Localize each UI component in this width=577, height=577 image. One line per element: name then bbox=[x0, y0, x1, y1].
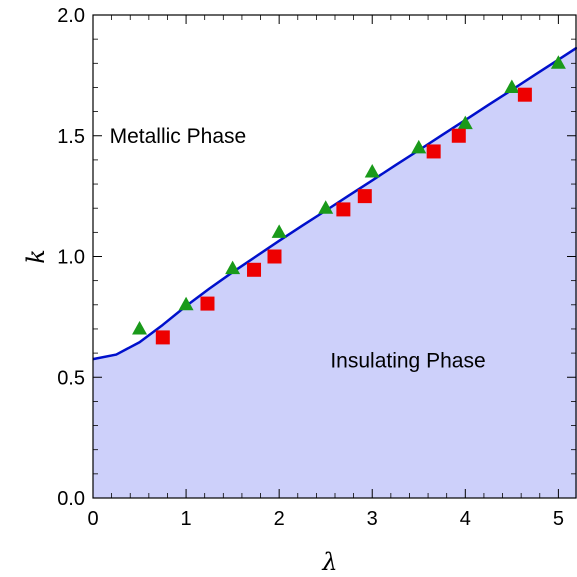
metallic-phase-label: Metallic Phase bbox=[110, 125, 247, 148]
y-tick-label: 1.0 bbox=[57, 247, 85, 269]
x-tick-label: 2 bbox=[274, 508, 285, 530]
insulating-phase-label: Insulating Phase bbox=[330, 349, 485, 372]
triangle-marker bbox=[364, 163, 380, 178]
square-marker bbox=[336, 202, 351, 217]
triangle-marker bbox=[411, 139, 427, 154]
triangle-marker bbox=[457, 115, 473, 130]
axes: 0 1 2 3 4 5 0.0 0.5 1.0 1.5 2.0 bbox=[57, 5, 577, 530]
y-axis-title: k bbox=[22, 249, 50, 264]
x-tick-label: 4 bbox=[460, 508, 471, 530]
square-marker bbox=[517, 87, 532, 102]
y-tick-label: 0.0 bbox=[57, 488, 85, 510]
triangle-marker bbox=[178, 296, 194, 311]
x-tick-label: 5 bbox=[553, 508, 564, 530]
x-axis-title: λ bbox=[321, 548, 337, 576]
triangle-marker bbox=[504, 79, 520, 93]
x-tick-label: 1 bbox=[181, 508, 192, 530]
square-marker bbox=[451, 128, 466, 143]
triangle-marker bbox=[550, 55, 566, 69]
square-marker bbox=[247, 262, 262, 277]
y-tick-label: 0.5 bbox=[57, 367, 85, 389]
y-tick-label: 1.5 bbox=[57, 126, 85, 148]
square-marker bbox=[267, 249, 282, 264]
triangle-marker bbox=[132, 320, 148, 335]
triangle-marker bbox=[271, 224, 287, 238]
insulating-region-fill bbox=[93, 47, 577, 498]
square-marker bbox=[155, 330, 170, 345]
y-tick-label: 2.0 bbox=[57, 5, 85, 27]
triangle-marker bbox=[225, 260, 241, 275]
x-tick-label: 0 bbox=[87, 508, 98, 530]
text-layer: λ k Metallic Phase Insulating Phase bbox=[22, 125, 486, 576]
square-marker bbox=[357, 189, 372, 204]
triangle-marker bbox=[318, 200, 334, 214]
square-marker bbox=[200, 296, 215, 311]
plot-area bbox=[92, 46, 577, 498]
x-tick-label: 3 bbox=[367, 508, 378, 530]
square-marker bbox=[426, 144, 441, 159]
